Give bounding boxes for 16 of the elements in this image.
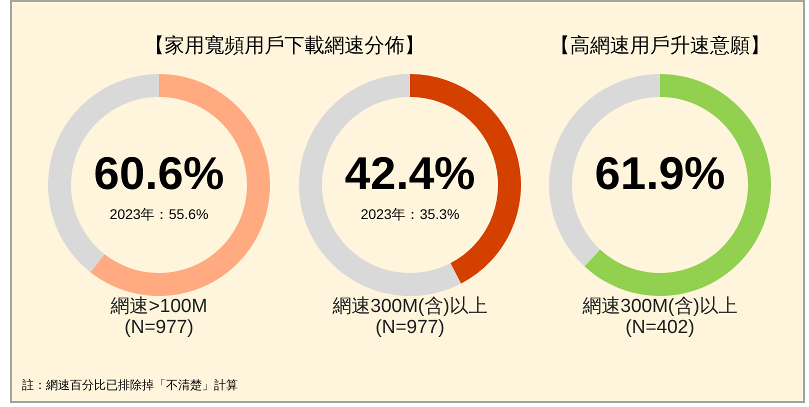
chart-title: 【高網速用戶升速意願】 — [549, 34, 771, 59]
text: 2023年：35.3% — [360, 206, 460, 222]
donut-slice — [90, 74, 270, 296]
text: 網速300M(含)以上 — [331, 295, 489, 319]
data-label: 61.9% — [594, 147, 726, 199]
text: 網速>100M — [110, 295, 208, 319]
text: 網速300M(含)以上 — [581, 295, 739, 319]
text: (N=977) — [123, 317, 195, 339]
text: 註：網速百分比已排除掉「不清楚」計算 — [22, 377, 238, 394]
text: 2023年：55.6% — [110, 206, 208, 222]
chart-title: 【家用寬頻用戶下載網速分佈】 — [144, 35, 424, 57]
data-label: 60.6% — [94, 147, 224, 199]
text: (N=977) — [374, 317, 446, 339]
data-label: 42.4% — [344, 147, 476, 199]
donut-slice — [584, 74, 771, 296]
text: (N=402) — [624, 317, 696, 339]
